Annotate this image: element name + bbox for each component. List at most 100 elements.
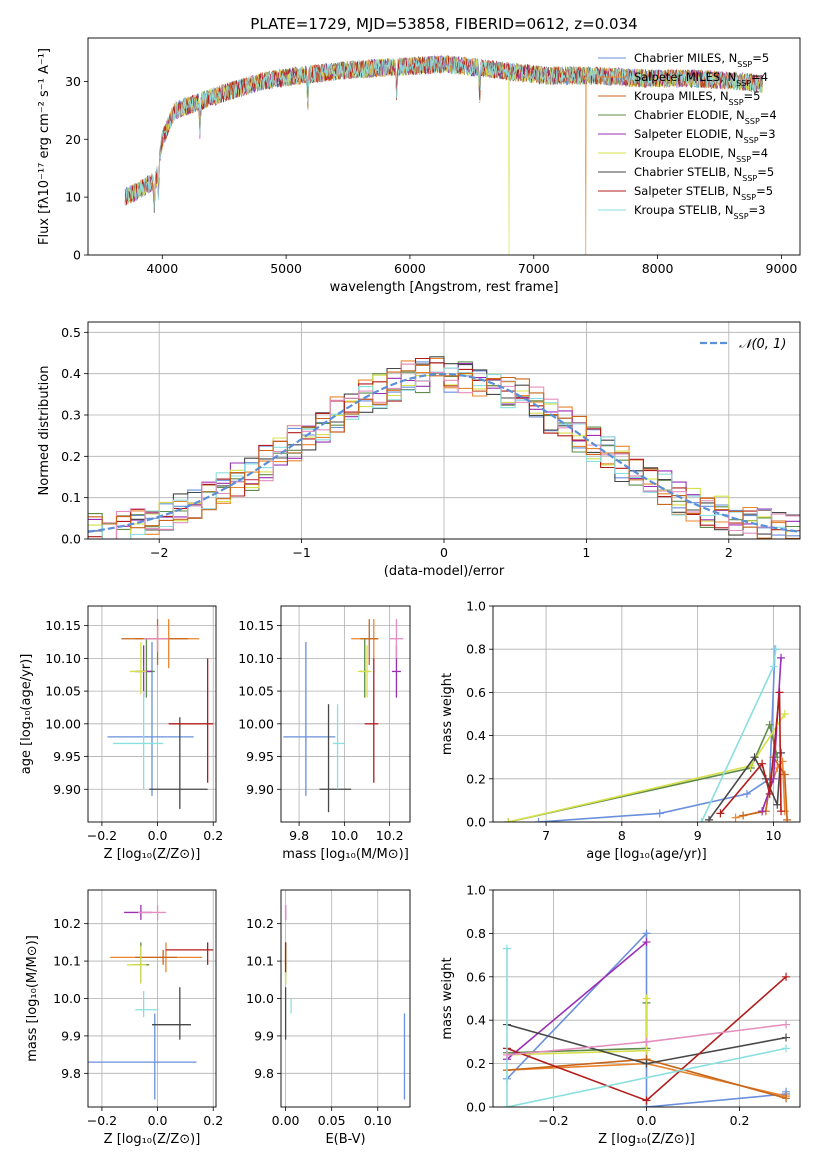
weight-marker	[782, 972, 791, 981]
legend-entry: Chabrier MILES, NSSP=5	[634, 51, 769, 69]
histogram-9	[88, 364, 800, 539]
y-tick-label: 0.6	[466, 969, 486, 984]
weight-series-8	[506, 948, 787, 1107]
y-tick-label: 0.2	[466, 771, 486, 786]
y-tick-label: 0.1	[61, 490, 81, 505]
plot-area	[283, 619, 404, 813]
plot-area	[88, 904, 214, 1100]
chart-weight_vs_age: 7 8 9 10 0.0 0.2 0.4 0.6 0.8 1.0 age [log₁₀(age/yr…	[440, 599, 801, 862]
weight-marker	[765, 720, 774, 729]
y-tick-label: 9.9	[61, 1028, 81, 1043]
y-tick-label: 9.95	[53, 749, 81, 764]
chart-age_vs_Z: −0.2 0.0 0.2 9.90 9.95 10.00 10.05 10.10 10.15 Z …	[19, 605, 223, 862]
weight-marker	[765, 789, 774, 798]
axes-decor: −0.2 0.0 0.2 9.90 9.95 10.00 10.05 10.10 10.15 Z …	[19, 605, 223, 862]
weight-marker	[642, 929, 651, 938]
weight-marker	[655, 809, 664, 818]
spectrum-line-8	[124, 55, 763, 212]
x-axis-label: E(B-V)	[325, 1132, 365, 1147]
x-axis-label: Z [log₁₀(Z/Z⊙)]	[104, 847, 201, 862]
weight-marker	[780, 770, 789, 779]
x-axis-label: age [log₁₀(age/yr)]	[586, 847, 707, 862]
histogram-7	[88, 367, 800, 539]
chart-age_vs_mass: 9.8 10.0 10.2 9.90 9.95 10.00 10.05 10.10 10.15 m…	[238, 605, 411, 862]
y-tick-label: 10.1	[246, 954, 274, 969]
weight-marker	[716, 809, 725, 818]
x-tick-label: −0.2	[87, 828, 117, 843]
x-tick-label: 8000	[642, 261, 674, 276]
weight-marker	[769, 662, 778, 671]
y-tick-label: 10.10	[45, 651, 81, 666]
y-tick-label: 0.8	[466, 926, 486, 941]
weight-marker	[758, 807, 767, 816]
legend-entry: Kroupa MILES, NSSP=5	[634, 89, 760, 107]
weight-marker	[777, 807, 786, 816]
x-tick-label: −0.2	[538, 1113, 568, 1128]
weight-marker	[502, 1103, 511, 1107]
x-tick-label: 5000	[270, 261, 302, 276]
axes-decor: 4000 5000 6000 7000 8000 9000 0 10 20 30 wavelengt…	[37, 15, 801, 295]
legend-entry: Chabrier ELODIE, NSSP=4	[634, 108, 777, 126]
chart-mass_vs_ebv: 0.00 0.05 0.10 9.8 9.9 10.0 10.1 10.2 E(B-V)	[246, 889, 411, 1147]
weight-marker	[642, 994, 651, 1003]
chart-residuals: −2 −1 0 1 2 0.0 0.1 0.2 0.3 0.4 0.5 (data-model)/er…	[37, 321, 801, 579]
y-tick-label: 10.15	[238, 618, 274, 633]
weight-marker	[750, 753, 759, 762]
y-tick-label: 10.10	[238, 651, 274, 666]
y-tick-label: 1.0	[466, 599, 486, 614]
y-tick-label: 9.90	[246, 782, 274, 797]
axes-decor: 0.00 0.05 0.10 9.8 9.9 10.0 10.1 10.2 E(B-V)	[246, 889, 411, 1147]
y-tick-label: 0.2	[61, 449, 81, 464]
plot-area	[502, 929, 791, 1107]
y-tick-label: 10.2	[246, 916, 274, 931]
weight-marker	[502, 1050, 511, 1059]
x-tick-label: 9	[694, 828, 702, 843]
histogram-8	[88, 363, 800, 539]
x-tick-label: 0.00	[272, 1113, 300, 1128]
weight-marker	[771, 645, 780, 654]
legend-entry: Salpeter MILES, NSSP=4	[634, 70, 768, 88]
y-tick-label: 10.2	[53, 916, 81, 931]
axes-decor: 9.8 10.0 10.2 9.90 9.95 10.00 10.05 10.10 10.15 m…	[238, 605, 411, 862]
y-axis-label: Normed distribution	[37, 366, 52, 496]
weight-marker	[642, 1046, 651, 1055]
y-tick-label: 0.4	[466, 1013, 486, 1028]
x-tick-label: 1	[582, 545, 590, 560]
y-tick-label: 10.15	[45, 618, 81, 633]
weight-marker	[775, 688, 784, 697]
weight-marker	[780, 710, 789, 718]
axes-frame	[280, 605, 411, 823]
y-tick-label: 10.05	[238, 684, 274, 699]
x-tick-label: 0.2	[203, 1113, 223, 1128]
plot-area	[124, 54, 763, 255]
x-tick-label: 10	[766, 828, 782, 843]
y-tick-label: 0.4	[466, 728, 486, 743]
x-tick-label: 0.0	[148, 828, 168, 843]
plot-area	[107, 619, 214, 809]
weight-series-3	[506, 1002, 648, 1054]
x-tick-label: 0.05	[318, 1113, 346, 1128]
axes-decor: 7 8 9 10 0.0 0.2 0.4 0.6 0.8 1.0 age [log₁₀(age/yr…	[440, 599, 801, 862]
y-tick-label: 9.9	[254, 1028, 274, 1043]
spectrum-line-1	[124, 55, 763, 255]
plot-area	[504, 645, 792, 822]
x-axis-label: Z [log₁₀(Z/Z⊙)]	[104, 1132, 201, 1147]
y-tick-label: 0.8	[466, 642, 486, 657]
weight-marker	[642, 938, 651, 947]
legend-entry: 𝒩(0, 1)	[739, 337, 786, 352]
weight-marker	[502, 944, 511, 953]
x-tick-label: −0.2	[87, 1113, 117, 1128]
weight-marker	[782, 1044, 791, 1053]
axes-frame	[87, 605, 217, 823]
x-tick-label: 2	[725, 545, 733, 560]
x-tick-label: −1	[292, 545, 310, 560]
spectrum-line-5	[124, 55, 763, 255]
x-tick-label: 6000	[394, 261, 426, 276]
y-tick-label: 0	[73, 248, 81, 263]
weight-marker	[773, 800, 782, 809]
x-tick-label: 4000	[146, 261, 178, 276]
weight-marker	[742, 789, 751, 798]
y-tick-label: 0.6	[466, 685, 486, 700]
chart-spectrum: 4000 5000 6000 7000 8000 9000 0 10 20 30 wavelengt…	[37, 15, 801, 295]
